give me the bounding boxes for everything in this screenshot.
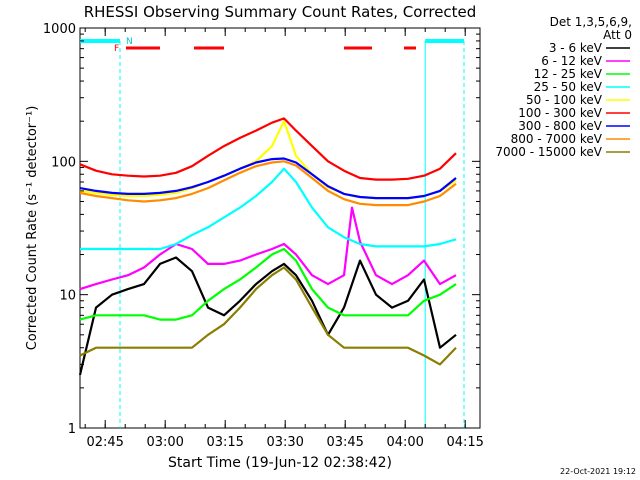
series-line-8	[79, 266, 457, 366]
legend-label: 50 - 100 keV	[526, 93, 603, 107]
x-tick-label: 04:00	[386, 435, 423, 450]
annotation-flare: F	[114, 44, 119, 54]
y-tick-label: 1	[68, 422, 76, 437]
legend-header-line1: Det 1,3,5,6,9,	[550, 15, 632, 29]
series-line-2	[79, 247, 457, 321]
y-axis-label: Corrected Count Rate (s⁻¹ detector⁻¹)	[25, 106, 40, 351]
legend-label: 12 - 25 keV	[534, 67, 603, 81]
legend-header-line2: Att 0	[603, 28, 632, 42]
night-markers	[80, 39, 465, 428]
x-tick-label: 03:00	[146, 435, 183, 450]
x-axis-label: Start Time (19-Jun-12 02:38:42)	[168, 455, 392, 471]
series-line-3	[80, 167, 457, 251]
plot-frame	[79, 27, 481, 429]
plot-area: 1 10 100 1000 02:45 03:00 03:15 03:30 03:45 04:0…	[43, 22, 484, 450]
legend-label: 300 - 800 keV	[518, 119, 602, 133]
series-line-1	[79, 206, 457, 291]
legend-label: 7000 - 15000 keV	[495, 145, 602, 159]
x-axis: 02:45 03:00 03:15 03:30 03:45 04:00 04:15	[84, 28, 484, 450]
legend-label: 6 - 12 keV	[541, 54, 603, 68]
x-tick-label: 03:45	[326, 435, 363, 450]
chart-title: RHESSI Observing Summary Count Rates, Co…	[84, 3, 477, 21]
y-tick-label: 100	[51, 155, 76, 170]
x-tick-label: 03:15	[206, 435, 243, 450]
legend-label: 25 - 50 keV	[534, 80, 603, 94]
series-line-0	[78, 256, 457, 376]
series-line-5	[79, 117, 457, 181]
annotation-night: N	[126, 37, 133, 47]
footer-date: 22-Oct-2021 19:12	[560, 467, 636, 476]
y-axis: 1 10 100 1000	[43, 22, 480, 437]
legend-label: 800 - 7000 keV	[511, 132, 603, 146]
y-tick-label: 10	[59, 289, 76, 304]
x-tick-label: 02:45	[86, 435, 123, 450]
series-group	[78, 117, 457, 376]
x-tick-label: 03:30	[266, 435, 303, 450]
series-line-6	[79, 157, 457, 200]
legend-label: 100 - 300 keV	[518, 106, 602, 120]
series-line-7	[79, 160, 457, 207]
y-tick-label: 1000	[43, 22, 76, 37]
legend-label: 3 - 6 keV	[549, 41, 603, 55]
x-tick-label: 04:15	[446, 435, 483, 450]
